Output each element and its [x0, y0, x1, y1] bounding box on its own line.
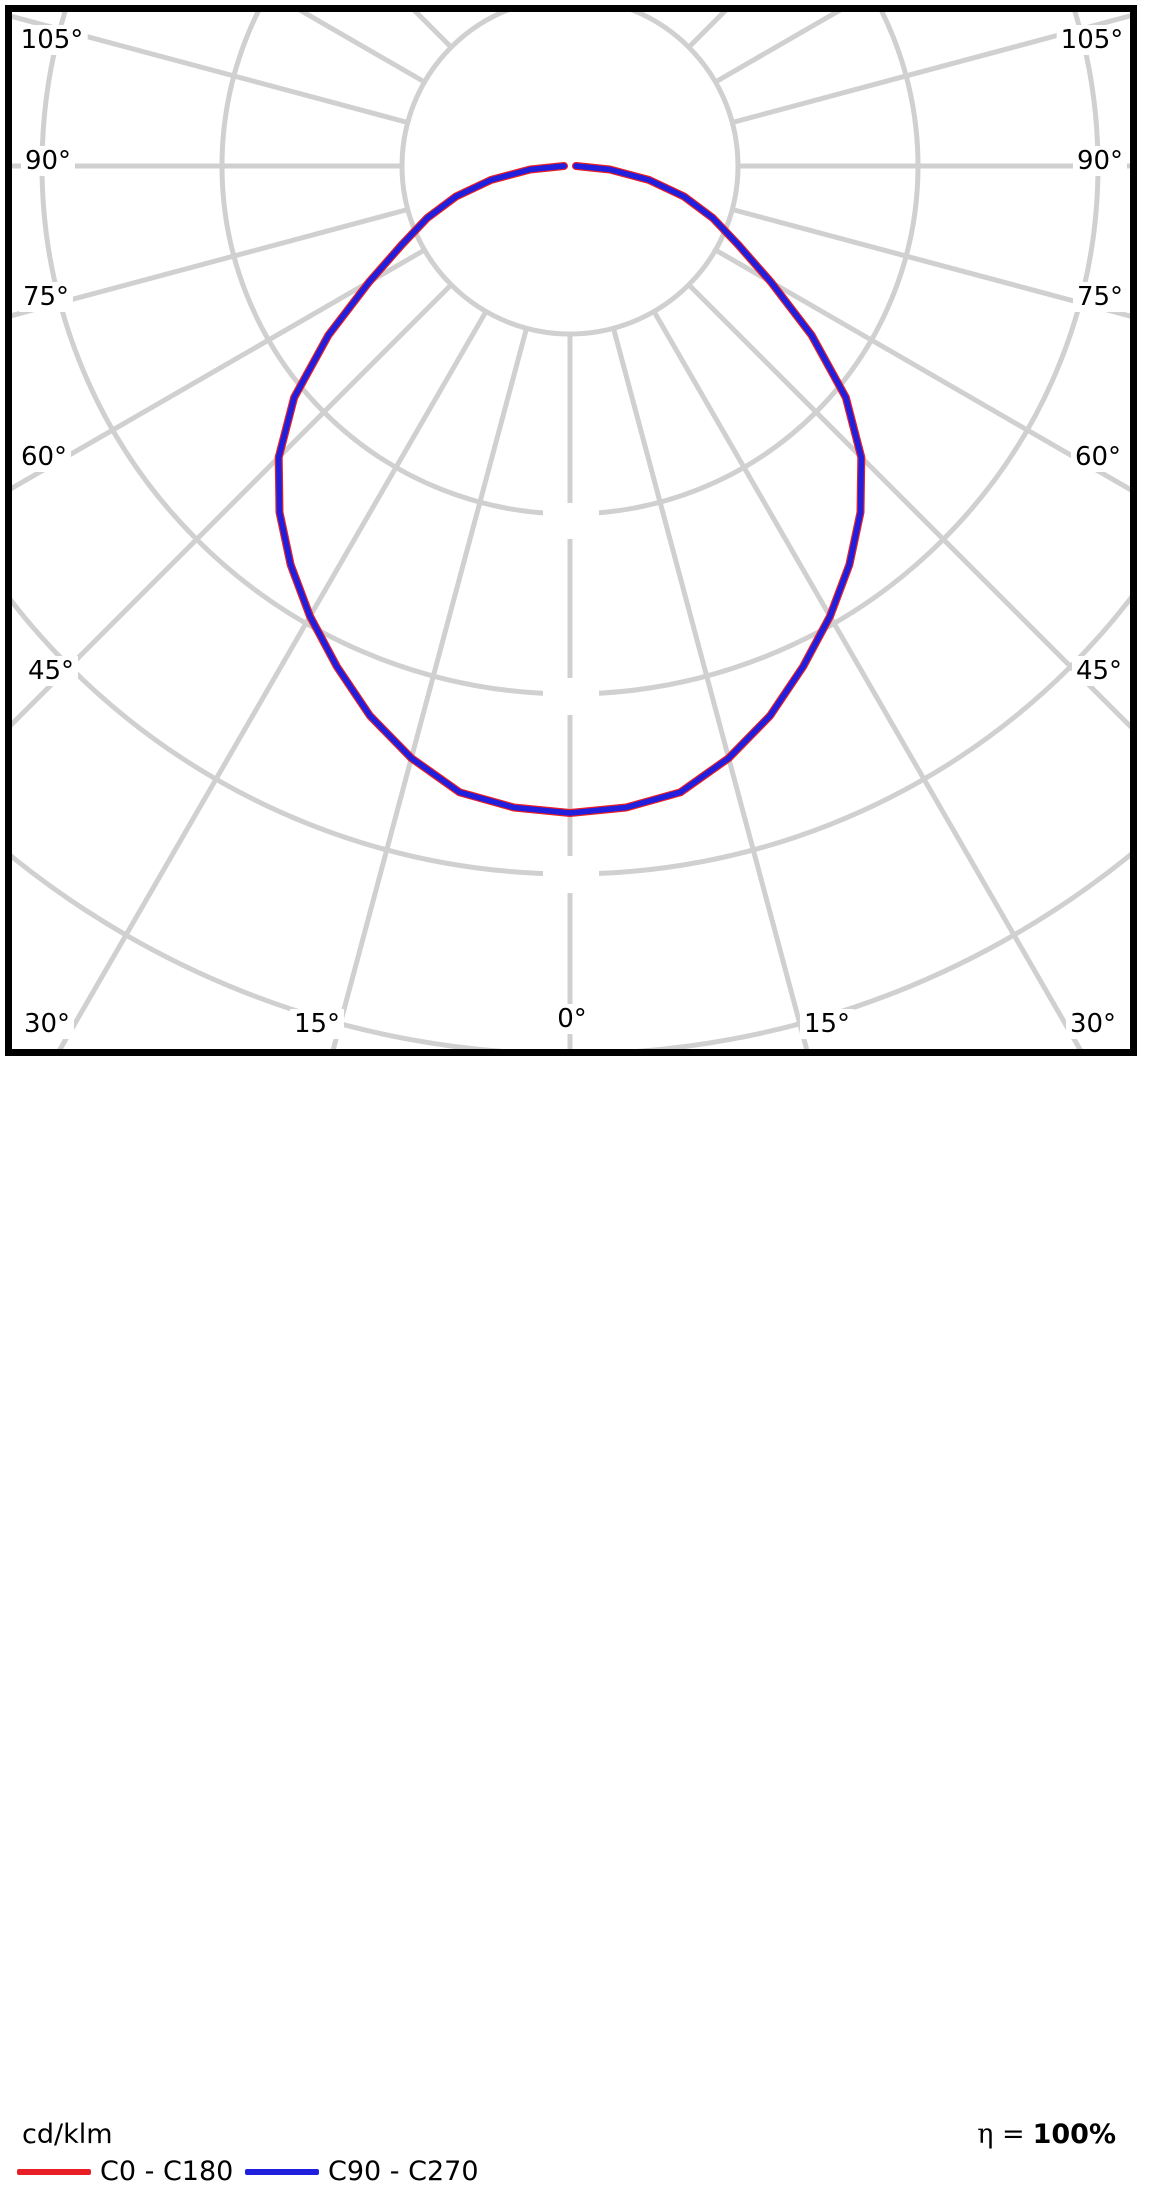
axis-label-box [543, 678, 599, 715]
angle-label-75deg: 75° [18, 282, 74, 312]
axis-label-box [543, 856, 599, 893]
legend-line-blue [245, 2169, 319, 2175]
polar-grid-spoke [12, 283, 453, 728]
angle-label-45deg: 45° [1071, 656, 1127, 686]
eta-value: 100% [1032, 2119, 1116, 2150]
polar-grid-spoke [731, 13, 1130, 125]
angle-label-0deg: 0° [553, 1004, 591, 1034]
polar-grid-spoke [611, 327, 810, 1049]
angle-label-90deg: 90° [1072, 146, 1128, 176]
angle-label-105deg: 105° [1056, 25, 1128, 55]
units-label: cd/klm [22, 2119, 113, 2150]
angle-label-75deg: 75° [1072, 282, 1128, 312]
polar-grid-spoke [687, 283, 1130, 730]
angle-label-60deg: 60° [1070, 442, 1126, 472]
photometric-diagram-page: { "chart_data": { "type": "polar-photome… [0, 5, 1164, 2185]
angle-label-15deg: 15° [799, 1009, 855, 1039]
polar-grid-ring [399, 12, 741, 337]
angle-label-105deg: 105° [16, 25, 88, 55]
legend-item-c0-c180: C0 - C180 [17, 2156, 237, 2190]
polar-grid-spoke [651, 310, 1083, 1049]
polar-grid [12, 12, 1130, 1049]
chart-frame [5, 5, 1137, 1056]
angle-label-45deg: 45° [23, 656, 79, 686]
angle-label-60deg: 60° [16, 442, 72, 472]
legend-label-c90-c270: C90 - C270 [328, 2156, 479, 2187]
polar-grid-spoke [731, 207, 1130, 319]
polar-grid-spoke [12, 13, 409, 125]
legend-line-red [17, 2169, 91, 2175]
angle-label-90deg: 90° [20, 146, 76, 176]
angle-label-15deg: 15° [289, 1009, 345, 1039]
polar-grid-spoke [330, 327, 529, 1049]
legend-label-c0-c180: C0 - C180 [100, 2156, 234, 2187]
eta-symbol: η = [977, 2119, 1025, 2150]
polar-grid-spoke [57, 310, 489, 1049]
angle-label-30deg: 30° [19, 1009, 75, 1039]
efficiency-readout: η = 100% [977, 2119, 1116, 2151]
legend-item-c90-c270: C90 - C270 [245, 2156, 479, 2190]
polar-grid-spoke [12, 207, 409, 319]
polar-grid-spoke [714, 247, 1130, 493]
footer-area: cd/klm C0 - C180 C90 - C270 η = 100% [0, 1056, 1164, 2185]
angle-label-30deg: 30° [1065, 1009, 1121, 1039]
axis-label-box [543, 503, 599, 539]
polar-grid-spoke [12, 247, 426, 492]
polar-grid-ring [12, 594, 1130, 877]
polar-chart [5, 5, 1137, 1056]
curve-c90-c270 [275, 163, 865, 816]
